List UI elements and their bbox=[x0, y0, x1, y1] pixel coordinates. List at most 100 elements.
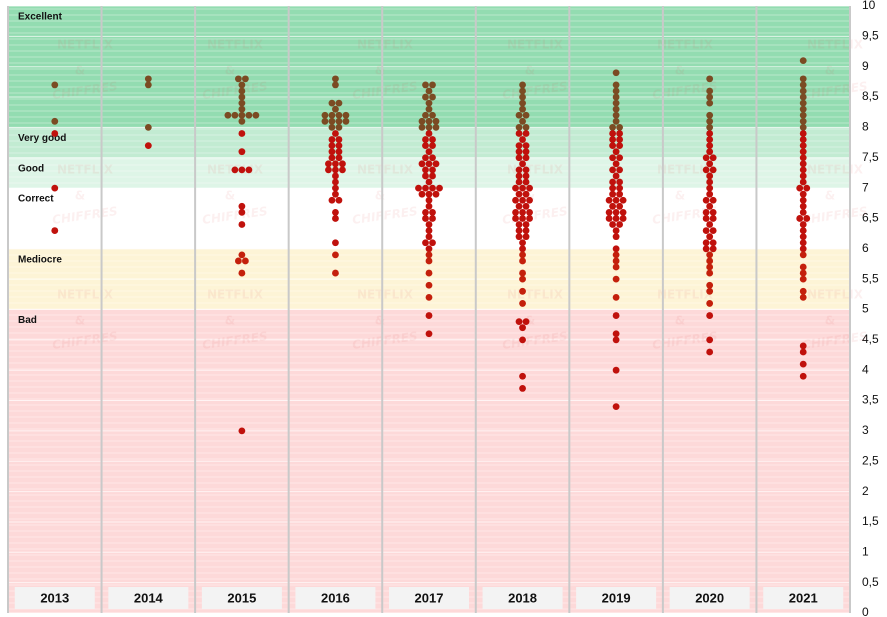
dot bbox=[425, 148, 433, 156]
dot bbox=[612, 330, 620, 338]
watermark: NETFLIX bbox=[507, 38, 564, 52]
watermark: NETFLIX bbox=[807, 38, 864, 52]
band-label: Excellent bbox=[18, 12, 63, 23]
dot bbox=[238, 111, 246, 119]
dot bbox=[519, 257, 526, 265]
band-label: Mediocre bbox=[18, 254, 62, 265]
dot bbox=[515, 190, 523, 198]
dot bbox=[51, 184, 59, 192]
dot bbox=[238, 221, 246, 228]
dot bbox=[415, 184, 422, 192]
y-tick-label: 4 bbox=[862, 362, 869, 376]
dot bbox=[238, 427, 246, 435]
y-tick-label: 1,5 bbox=[862, 514, 879, 528]
dot bbox=[332, 184, 339, 192]
y-tick-label: 1 bbox=[862, 544, 869, 558]
dot bbox=[515, 130, 523, 137]
dot bbox=[339, 160, 346, 168]
y-tick-label: 8 bbox=[862, 120, 869, 134]
dot bbox=[422, 81, 429, 89]
band-label: Good bbox=[18, 163, 44, 174]
dot bbox=[519, 336, 526, 344]
dot bbox=[328, 111, 336, 119]
dot bbox=[612, 233, 620, 241]
dot bbox=[799, 124, 807, 131]
dot bbox=[609, 202, 617, 210]
dot bbox=[234, 75, 242, 83]
dot bbox=[706, 184, 714, 192]
y-tick-label: 4,5 bbox=[862, 332, 879, 346]
dot bbox=[425, 227, 433, 234]
dot bbox=[616, 190, 624, 198]
year-box bbox=[108, 587, 189, 609]
dot bbox=[436, 184, 443, 192]
dot bbox=[799, 239, 807, 247]
dot bbox=[422, 172, 429, 180]
dot bbox=[799, 287, 807, 295]
dot bbox=[238, 87, 246, 95]
dot bbox=[512, 184, 519, 192]
dot bbox=[799, 117, 807, 125]
dot bbox=[422, 93, 429, 101]
y-tick-label: 9 bbox=[862, 59, 869, 73]
y-tick-label: 5 bbox=[862, 302, 869, 316]
y-tick-label: 8,5 bbox=[862, 89, 879, 103]
dot bbox=[612, 403, 620, 411]
dot bbox=[519, 136, 526, 143]
watermark: & bbox=[825, 64, 835, 78]
dot bbox=[526, 215, 533, 222]
dot bbox=[519, 385, 526, 392]
year-box bbox=[669, 587, 750, 609]
dot bbox=[432, 190, 440, 198]
dot bbox=[799, 148, 807, 156]
dot bbox=[245, 166, 253, 174]
dot bbox=[616, 124, 624, 131]
dot bbox=[709, 208, 717, 216]
dot bbox=[799, 99, 807, 107]
dot bbox=[51, 117, 59, 125]
y-tick-label: 10 bbox=[862, 0, 876, 12]
dot bbox=[332, 269, 339, 277]
dot bbox=[325, 160, 332, 168]
dot bbox=[799, 202, 807, 210]
dot bbox=[425, 202, 433, 210]
dot bbox=[335, 111, 343, 119]
dot bbox=[429, 166, 436, 174]
dot bbox=[799, 275, 807, 283]
watermark: & bbox=[525, 189, 535, 203]
dot bbox=[706, 111, 714, 119]
dot bbox=[616, 221, 624, 228]
dot bbox=[799, 196, 807, 204]
dot bbox=[702, 227, 710, 234]
watermark: & bbox=[525, 314, 535, 328]
dot bbox=[425, 196, 433, 204]
dot bbox=[519, 275, 526, 283]
dot bbox=[335, 99, 343, 107]
dot bbox=[321, 117, 329, 125]
dot bbox=[335, 142, 343, 150]
dot bbox=[519, 87, 526, 95]
dot bbox=[706, 87, 714, 95]
dot bbox=[328, 136, 336, 143]
dot bbox=[799, 348, 807, 356]
watermark: & bbox=[375, 189, 385, 203]
dot bbox=[432, 160, 440, 168]
x-tick-label: 2017 bbox=[415, 590, 444, 605]
dot bbox=[429, 215, 436, 222]
dot bbox=[425, 130, 433, 137]
dot bbox=[605, 208, 613, 216]
y-tick-label: 0 bbox=[862, 605, 869, 617]
y-tick-label: 7,5 bbox=[862, 150, 879, 164]
dot bbox=[609, 130, 617, 137]
dot bbox=[799, 208, 807, 216]
dot bbox=[425, 124, 433, 131]
dot bbox=[422, 208, 429, 216]
dot bbox=[616, 184, 624, 192]
dot bbox=[706, 148, 714, 156]
watermark: & bbox=[675, 64, 685, 78]
dot bbox=[612, 99, 620, 107]
dot bbox=[616, 178, 624, 186]
dot bbox=[612, 69, 620, 77]
year-box bbox=[295, 587, 376, 609]
watermark: & bbox=[825, 189, 835, 203]
